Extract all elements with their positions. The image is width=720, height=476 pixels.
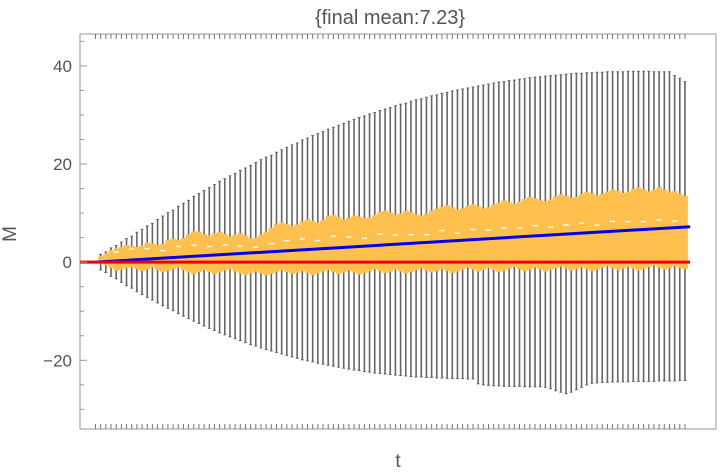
box <box>501 200 507 271</box>
plot-frame <box>79 33 717 430</box>
box <box>610 189 616 269</box>
box <box>222 233 228 271</box>
box <box>377 211 383 271</box>
box <box>558 194 564 267</box>
box <box>387 212 394 272</box>
box <box>351 215 357 273</box>
box <box>129 245 135 268</box>
box <box>186 234 192 273</box>
box <box>149 243 156 268</box>
box <box>253 237 259 272</box>
box <box>346 218 352 271</box>
line-layer <box>80 225 691 264</box>
chart-title: {final mean:7.23} <box>315 7 465 29</box>
box <box>98 256 104 264</box>
y-tick-label: 20 <box>53 155 72 174</box>
box <box>320 219 326 272</box>
box <box>403 210 409 274</box>
y-axis-label: M <box>0 226 21 242</box>
box <box>677 193 683 269</box>
box <box>134 246 140 270</box>
box <box>366 217 373 271</box>
box <box>511 203 518 268</box>
box <box>170 238 176 270</box>
box <box>217 231 223 273</box>
box <box>563 195 569 269</box>
axis-layer: −20 0 20 40 <box>43 34 686 429</box>
box <box>522 198 528 271</box>
box <box>118 246 125 270</box>
box <box>527 196 533 270</box>
x-axis-label: t <box>395 451 401 472</box>
box <box>201 234 207 271</box>
y-tick-label: 0 <box>63 253 72 272</box>
box <box>284 223 290 272</box>
box <box>604 191 611 267</box>
box <box>165 240 171 271</box>
box <box>263 231 270 276</box>
y-tick-label: −20 <box>43 351 72 370</box>
box <box>242 235 249 275</box>
box <box>392 215 399 270</box>
box <box>335 217 342 274</box>
box <box>578 193 585 268</box>
box <box>144 242 151 270</box>
box <box>273 224 280 272</box>
box <box>444 205 451 271</box>
box <box>325 216 332 271</box>
y-tick-label: 40 <box>53 57 72 76</box>
box <box>299 221 306 271</box>
box <box>666 192 673 269</box>
box <box>196 231 202 272</box>
box <box>103 253 109 266</box>
box <box>206 235 213 272</box>
box <box>553 196 559 269</box>
box <box>532 198 538 268</box>
box <box>248 238 254 274</box>
box <box>434 208 440 271</box>
box <box>682 195 688 270</box>
box <box>108 250 114 269</box>
box <box>584 192 590 270</box>
box <box>372 215 378 270</box>
box <box>191 231 197 274</box>
box <box>304 219 311 273</box>
box <box>279 222 285 271</box>
box <box>439 206 445 270</box>
box <box>175 240 182 268</box>
box <box>465 205 471 268</box>
box <box>470 204 476 270</box>
box <box>180 238 187 271</box>
box <box>258 234 264 274</box>
mean-line <box>95 225 691 264</box>
box <box>330 215 337 272</box>
box <box>382 210 388 273</box>
box <box>506 201 513 269</box>
box <box>123 244 130 269</box>
